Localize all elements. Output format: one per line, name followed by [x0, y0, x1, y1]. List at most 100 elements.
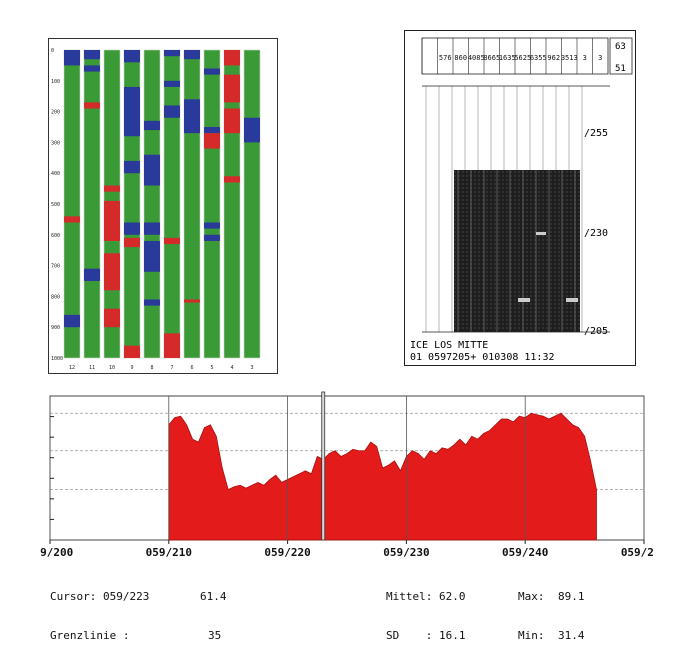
printout-header-cell-10: 3 — [583, 54, 587, 62]
lane-column-8 — [203, 49, 221, 359]
strip-tick-label-6: 600 — [51, 233, 60, 239]
lane-8-segment-3 — [204, 133, 220, 149]
min-label: Min: — [518, 629, 545, 642]
lane-3-segment-4 — [104, 308, 120, 328]
lane-label-5: 8 — [150, 365, 153, 371]
mittel-label: Mittel: 62.0 — [386, 590, 466, 603]
lane-column-2 — [83, 49, 101, 359]
lane-9-segment-1 — [224, 50, 240, 66]
lane-column-10 — [243, 49, 261, 359]
printout-header-cell-7: 6355 — [530, 54, 547, 62]
printout-header-cell-6: 5625 — [514, 54, 531, 62]
printout-header-cell-3: 4085 — [468, 54, 485, 62]
lane-label-3: 10 — [109, 365, 115, 371]
strip-tick-label-3: 300 — [51, 140, 60, 146]
lane-4-segment-1 — [124, 50, 140, 63]
profile-xtick-label-3: 059/230 — [383, 546, 429, 559]
printout-scale-top: /255 — [584, 128, 608, 139]
lane-1-segment-1 — [64, 50, 80, 66]
printout-scale-bottom: /205 — [584, 326, 608, 337]
lane-6-segment-2 — [164, 80, 180, 87]
strip-tick-label-10: 1000 — [51, 356, 63, 362]
lane-7-segment-1 — [184, 50, 200, 60]
lane-label-6: 7 — [170, 365, 173, 371]
sd-label: SD : 16.1 — [386, 629, 466, 642]
printout-marker-3 — [536, 232, 546, 235]
lane-4-segment-2 — [124, 86, 140, 137]
lane-4-segment-5 — [124, 237, 140, 248]
profile-printout-panel: 63 51 /255 /230 /205 ICE LOS MITTE 01 05… — [404, 30, 636, 366]
lane-2-segment-4 — [84, 268, 100, 281]
strip-tick-label-1: 100 — [51, 79, 60, 85]
profile-xtick-label-0: 059/200 — [40, 546, 73, 559]
lane-3-segment-3 — [104, 253, 120, 291]
lane-9-segment-3 — [224, 108, 240, 134]
lane-8-segment-2 — [204, 127, 220, 134]
strip-tick-label-9: 900 — [51, 325, 60, 331]
printout-header-cell-8: 962 — [547, 54, 560, 62]
max-label: Max: — [518, 590, 545, 603]
cursor-value: 61.4 — [200, 590, 227, 603]
printout-header-cell-11: 3 — [598, 54, 602, 62]
lane-2-segment-2 — [84, 65, 100, 72]
lane-9-segment-2 — [224, 74, 240, 103]
printout-header-cell-2: 860 — [454, 54, 467, 62]
printout-marker-1 — [518, 298, 530, 302]
lane-strip-chart: 12 11 10 9 8 7 6 5 4 3 0 100 200 300 400 500 600 700 800 90… — [48, 38, 278, 374]
lane-10-segment-1 — [244, 117, 260, 143]
printout-header-cell-9: 3513 — [561, 54, 578, 62]
strip-tick-label-7: 700 — [51, 264, 60, 270]
lane-8-segment-4 — [204, 222, 220, 229]
profile-area-chart: 059/200 059/210 059/220 059/230 059/240 059/2… — [40, 388, 654, 560]
lane-column-5 — [143, 49, 161, 359]
lane-6-segment-1 — [164, 50, 180, 57]
printout-header-right-box — [609, 37, 633, 75]
printout-header-cell-4: 8665 — [483, 54, 500, 62]
profile-cursor-line — [321, 391, 326, 541]
profile-xtick-label-2: 059/220 — [264, 546, 310, 559]
lane-label-4: 9 — [130, 365, 133, 371]
printout-header-right-bottom: 51 — [615, 64, 626, 74]
profile-chart-svg: 059/200 059/210 059/220 059/230 059/240 059/2… — [40, 391, 654, 559]
lane-column-7 — [183, 49, 201, 359]
grenzlinie-label: Grenzlinie : — [50, 629, 130, 642]
lane-strip-svg: 12 11 10 9 8 7 6 5 4 3 0 100 200 300 400 500 600 700 800 90… — [48, 38, 278, 374]
printout-footer-line1: ICE LOS MITTE — [410, 340, 488, 351]
lane-column-6 — [163, 49, 181, 359]
printout-svg: 63 51 /255 /230 /205 ICE LOS MITTE 01 05… — [404, 30, 636, 366]
lane-9-segment-4 — [224, 176, 240, 183]
lane-7-segment-3 — [184, 299, 200, 303]
profile-area-series — [168, 412, 597, 541]
strip-tick-label-8: 800 — [51, 294, 60, 300]
printout-marker-2 — [566, 298, 578, 302]
printout-header-cell-1: 576 — [439, 54, 452, 62]
profile-xtick-label-4: 059/240 — [502, 546, 548, 559]
grenzlinie-value: 35 — [208, 629, 222, 642]
lane-5-segment-5 — [144, 299, 160, 306]
lane-label-9: 4 — [230, 365, 233, 371]
printout-footer-line2: 01 0597205+ 010308 11:32 — [410, 352, 555, 363]
printout-scale-mid: /230 — [584, 228, 608, 239]
lane-5-segment-3 — [144, 222, 160, 235]
lane-4-segment-3 — [124, 160, 140, 174]
strip-tick-label-4: 400 — [51, 171, 60, 177]
lane-2-segment-3 — [84, 102, 100, 109]
lane-8-segment-5 — [204, 234, 220, 241]
printout-header-right-top: 63 — [615, 42, 626, 52]
lane-5-segment-1 — [144, 120, 160, 131]
strip-frame — [48, 38, 278, 374]
lane-column-1 — [63, 49, 81, 359]
lane-label-8: 5 — [210, 365, 213, 371]
lane-6-segment-4 — [164, 237, 180, 245]
strip-tick-label-2: 200 — [51, 110, 60, 116]
min-value: 31.4 — [558, 629, 585, 642]
lane-7-segment-2 — [184, 99, 200, 134]
lane-5-segment-2 — [144, 154, 160, 186]
lane-4-segment-4 — [124, 222, 140, 235]
strip-tick-label-0: 0 — [51, 48, 54, 54]
max-value: 89.1 — [558, 590, 585, 603]
lane-4-segment-6 — [124, 345, 140, 358]
profile-xtick-label-1: 059/210 — [146, 546, 192, 559]
lane-3-segment-2 — [104, 200, 120, 241]
lane-2-segment-1 — [84, 50, 100, 60]
